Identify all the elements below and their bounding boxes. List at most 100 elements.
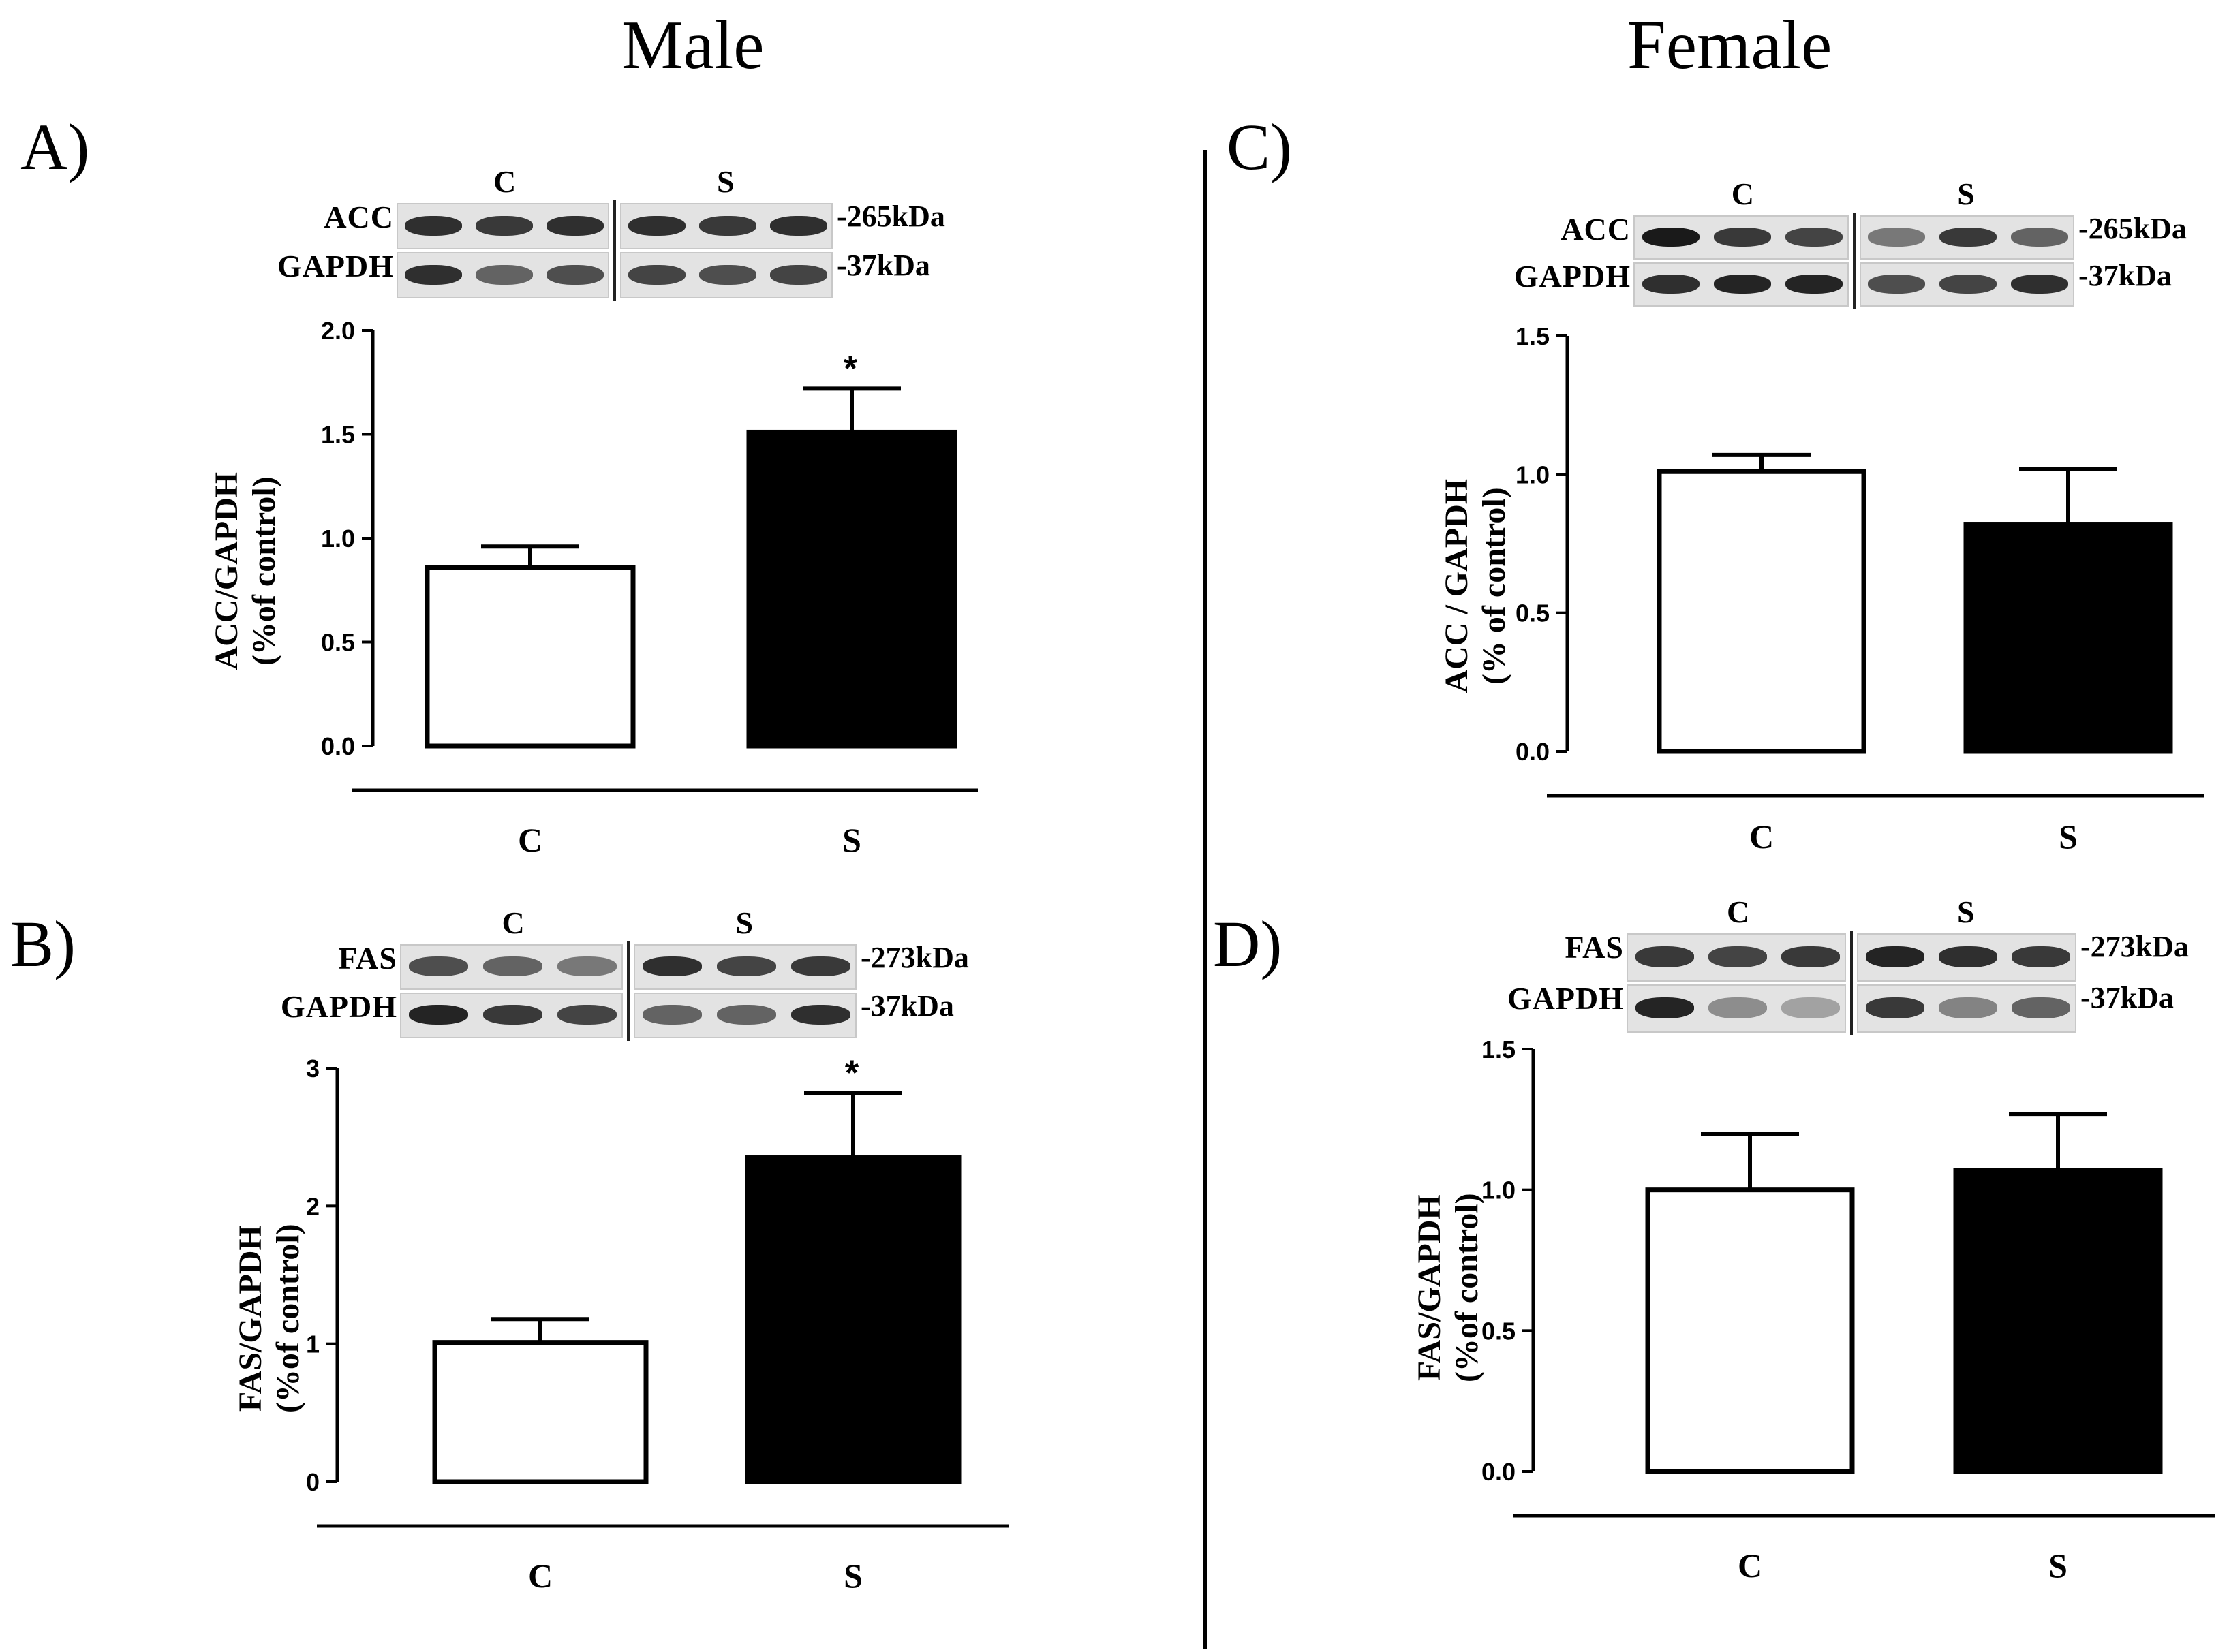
- blot-row-fas: FAS -273kDa: [339, 941, 969, 990]
- bar-s: [1953, 1168, 2163, 1474]
- blot-band: [1642, 274, 1700, 294]
- blot-strip-s: [634, 993, 857, 1038]
- panel-label-b: B): [10, 907, 76, 980]
- bar-c: [1645, 1187, 1855, 1474]
- blot-strip-c: [400, 993, 623, 1038]
- y-tick-label: 1.0: [1516, 461, 1550, 488]
- blot-band: [482, 956, 543, 977]
- y-tick-label: 0: [306, 1468, 320, 1496]
- blot-row-gapdh: GAPDH -37kDa: [1514, 259, 2172, 307]
- blot-protein-label: GAPDH: [280, 989, 397, 1024]
- blot-band: [642, 956, 703, 977]
- western-blot-c: C S ACC -265kDa GAPDH -37kDa: [1514, 176, 2187, 309]
- blot-band: [1713, 227, 1771, 247]
- blot-group-label-c: C: [493, 164, 517, 199]
- x-tick-label: S: [842, 821, 861, 859]
- bar-c: [1657, 469, 1866, 754]
- x-tick-label: S: [2059, 817, 2078, 856]
- blot-band: [770, 215, 827, 236]
- y-tick-label: 0.5: [1481, 1317, 1516, 1345]
- y-tick-label: 1.0: [321, 525, 355, 552]
- blot-row-gapdh: GAPDH -37kDa: [1507, 981, 2174, 1033]
- blot-band: [790, 1005, 851, 1025]
- blot-protein-label: GAPDH: [1513, 259, 1631, 294]
- panel-label-a: A): [20, 110, 90, 183]
- blot-protein-label: ACC: [324, 200, 394, 234]
- blot-band: [642, 1005, 703, 1025]
- y-tick-label: 1.5: [1516, 322, 1550, 350]
- blot-band: [1708, 997, 1767, 1019]
- blot-group-label-c: C: [1731, 176, 1754, 211]
- blot-band: [1868, 274, 1926, 294]
- blot-strip-c: [1633, 262, 1849, 307]
- blot-strip-c: [1627, 984, 1846, 1033]
- y-tick-label: 1: [306, 1330, 320, 1358]
- blot-band: [2011, 227, 2069, 247]
- blot-band: [1781, 997, 1841, 1019]
- blot-group-label-s: S: [1957, 894, 1975, 929]
- blot-band: [1939, 274, 1997, 294]
- y-tick-label: 0.5: [1516, 599, 1550, 627]
- y-tick-label: 1.0: [1481, 1176, 1516, 1204]
- blot-group-label-s: S: [717, 164, 735, 199]
- blot-separator: [613, 200, 616, 301]
- y-tick-label: 0.0: [1481, 1458, 1516, 1486]
- blot-band: [482, 1005, 543, 1025]
- blot-row-acc: ACC -265kDa: [324, 200, 945, 249]
- blot-band: [1865, 997, 1924, 1019]
- column-title-male: Male: [621, 7, 765, 84]
- blot-strip-s: [1857, 984, 2076, 1033]
- bar-chart-a: 0.0 0.5 1.0 1.5 2.0 C * S: [321, 317, 978, 859]
- significance-marker: *: [844, 349, 858, 388]
- blot-kda-label: -273kDa: [861, 941, 969, 974]
- blot-band: [1708, 946, 1767, 968]
- blot-band: [1939, 227, 1997, 247]
- bar-c: [432, 1340, 649, 1484]
- blot-kda-label: -273kDa: [2080, 930, 2189, 963]
- blot-separator: [1852, 213, 1856, 309]
- blot-band: [628, 264, 686, 285]
- blot-band: [1781, 946, 1841, 968]
- blot-protein-label: GAPDH: [277, 249, 394, 283]
- blot-band: [790, 956, 851, 977]
- blot-band: [405, 215, 462, 236]
- blot-band: [557, 1005, 617, 1025]
- blot-band: [476, 264, 533, 285]
- blot-kda-label: -37kDa: [861, 989, 954, 1023]
- blot-kda-label: -37kDa: [2080, 981, 2174, 1014]
- bar-chart-c: 0.0 0.5 1.0 1.5 C S: [1516, 322, 2204, 856]
- x-tick-label: S: [2048, 1546, 2067, 1585]
- blot-band: [408, 1005, 469, 1025]
- blot-group-label-c: C: [1727, 894, 1750, 929]
- y-tick-label: 3: [306, 1055, 320, 1082]
- blot-band: [1713, 274, 1771, 294]
- blot-band: [699, 215, 756, 236]
- blot-protein-label: ACC: [1561, 212, 1631, 247]
- column-title-female: Female: [1627, 7, 1832, 84]
- blot-band: [1939, 997, 1997, 1019]
- blot-strip-s: [620, 203, 833, 249]
- y-tick-label: 2: [306, 1192, 320, 1220]
- y-tick-label: 0.0: [1516, 738, 1550, 766]
- blot-group-label-c: C: [502, 905, 525, 940]
- bar-s: [746, 429, 957, 749]
- y-tick-label: 0.5: [321, 629, 355, 657]
- blot-row-gapdh: GAPDH -37kDa: [277, 249, 930, 298]
- x-tick-label: C: [1738, 1546, 1762, 1585]
- blot-strip-c: [400, 944, 623, 990]
- y-tick-label: 1.5: [1481, 1035, 1516, 1063]
- blot-group-label-s: S: [735, 905, 754, 940]
- western-blot-b: C S FAS -273kDa GAPDH -37kDa: [281, 905, 969, 1041]
- blot-strip-s: [1859, 262, 2074, 307]
- y-tick-label: 1.5: [321, 421, 355, 449]
- x-tick-label: C: [518, 821, 542, 859]
- blot-band: [2012, 946, 2071, 968]
- blot-band: [557, 956, 617, 977]
- blot-band: [2011, 274, 2069, 294]
- blot-band: [1642, 227, 1700, 247]
- blot-strip-c: [397, 203, 609, 249]
- bar-c: [425, 565, 636, 749]
- x-tick-label: S: [844, 1557, 863, 1595]
- blot-group-label-s: S: [1957, 176, 1975, 211]
